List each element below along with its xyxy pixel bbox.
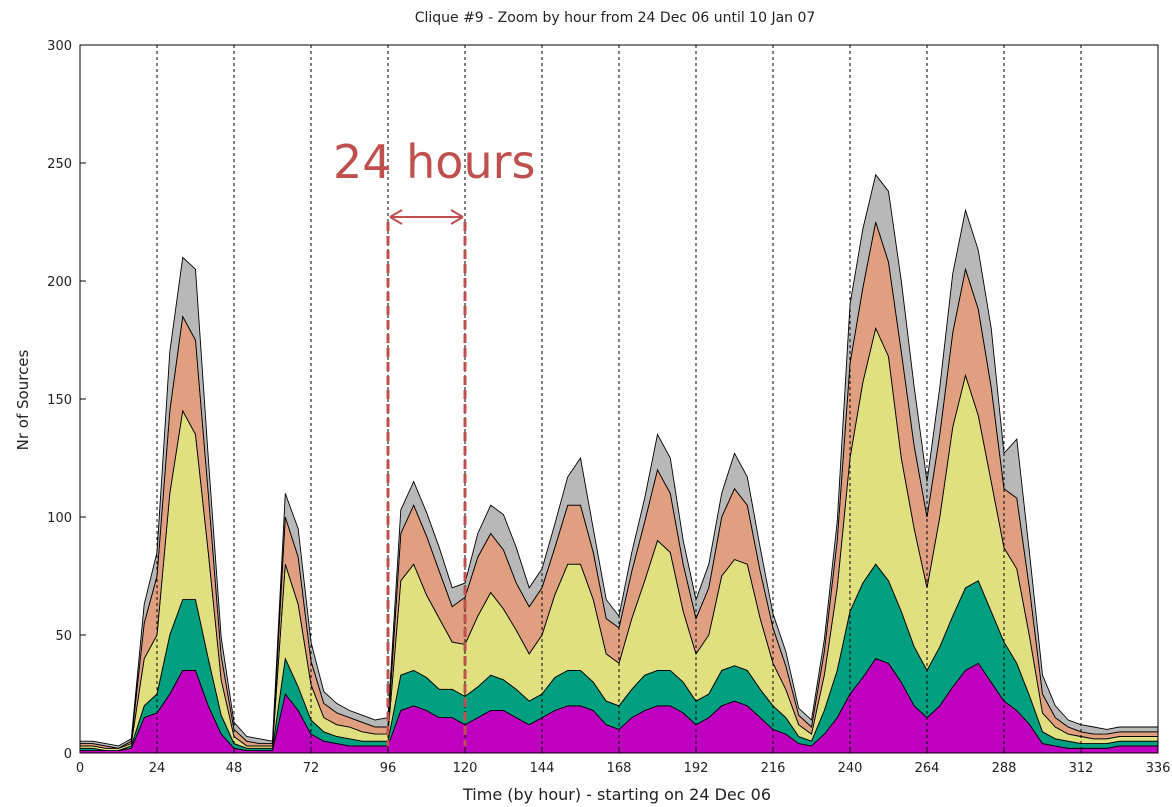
x-tick-label: 312: [1069, 761, 1094, 776]
x-tick-label: 264: [915, 761, 940, 776]
y-tick-label: 150: [47, 393, 72, 408]
x-axis-label: Time (by hour) - starting on 24 Dec 06: [462, 785, 771, 804]
x-tick-label: 336: [1146, 761, 1171, 776]
y-tick-label: 200: [47, 275, 72, 290]
y-tick-label: 100: [47, 511, 72, 526]
x-tick-label: 192: [684, 761, 709, 776]
x-tick-label: 24: [149, 761, 166, 776]
y-tick-label: 50: [55, 629, 72, 644]
x-tick-label: 120: [453, 761, 478, 776]
x-tick-label: 96: [380, 761, 397, 776]
y-axis-label: Nr of Sources: [14, 349, 32, 450]
y-tick-label: 300: [47, 39, 72, 54]
x-tick-label: 216: [761, 761, 786, 776]
y-tick-label: 0: [64, 747, 72, 762]
x-tick-label: 0: [76, 761, 84, 776]
y-tick-label: 250: [47, 157, 72, 172]
annotation-text: 24 hours: [333, 135, 536, 189]
x-tick-label: 288: [992, 761, 1017, 776]
x-tick-label: 144: [530, 761, 555, 776]
x-tick-label: 168: [607, 761, 632, 776]
x-tick-label: 48: [226, 761, 243, 776]
chart-title: Clique #9 - Zoom by hour from 24 Dec 06 …: [415, 10, 816, 26]
x-tick-label: 240: [838, 761, 863, 776]
arrow-head: [389, 209, 464, 225]
x-tick-label: 72: [303, 761, 320, 776]
